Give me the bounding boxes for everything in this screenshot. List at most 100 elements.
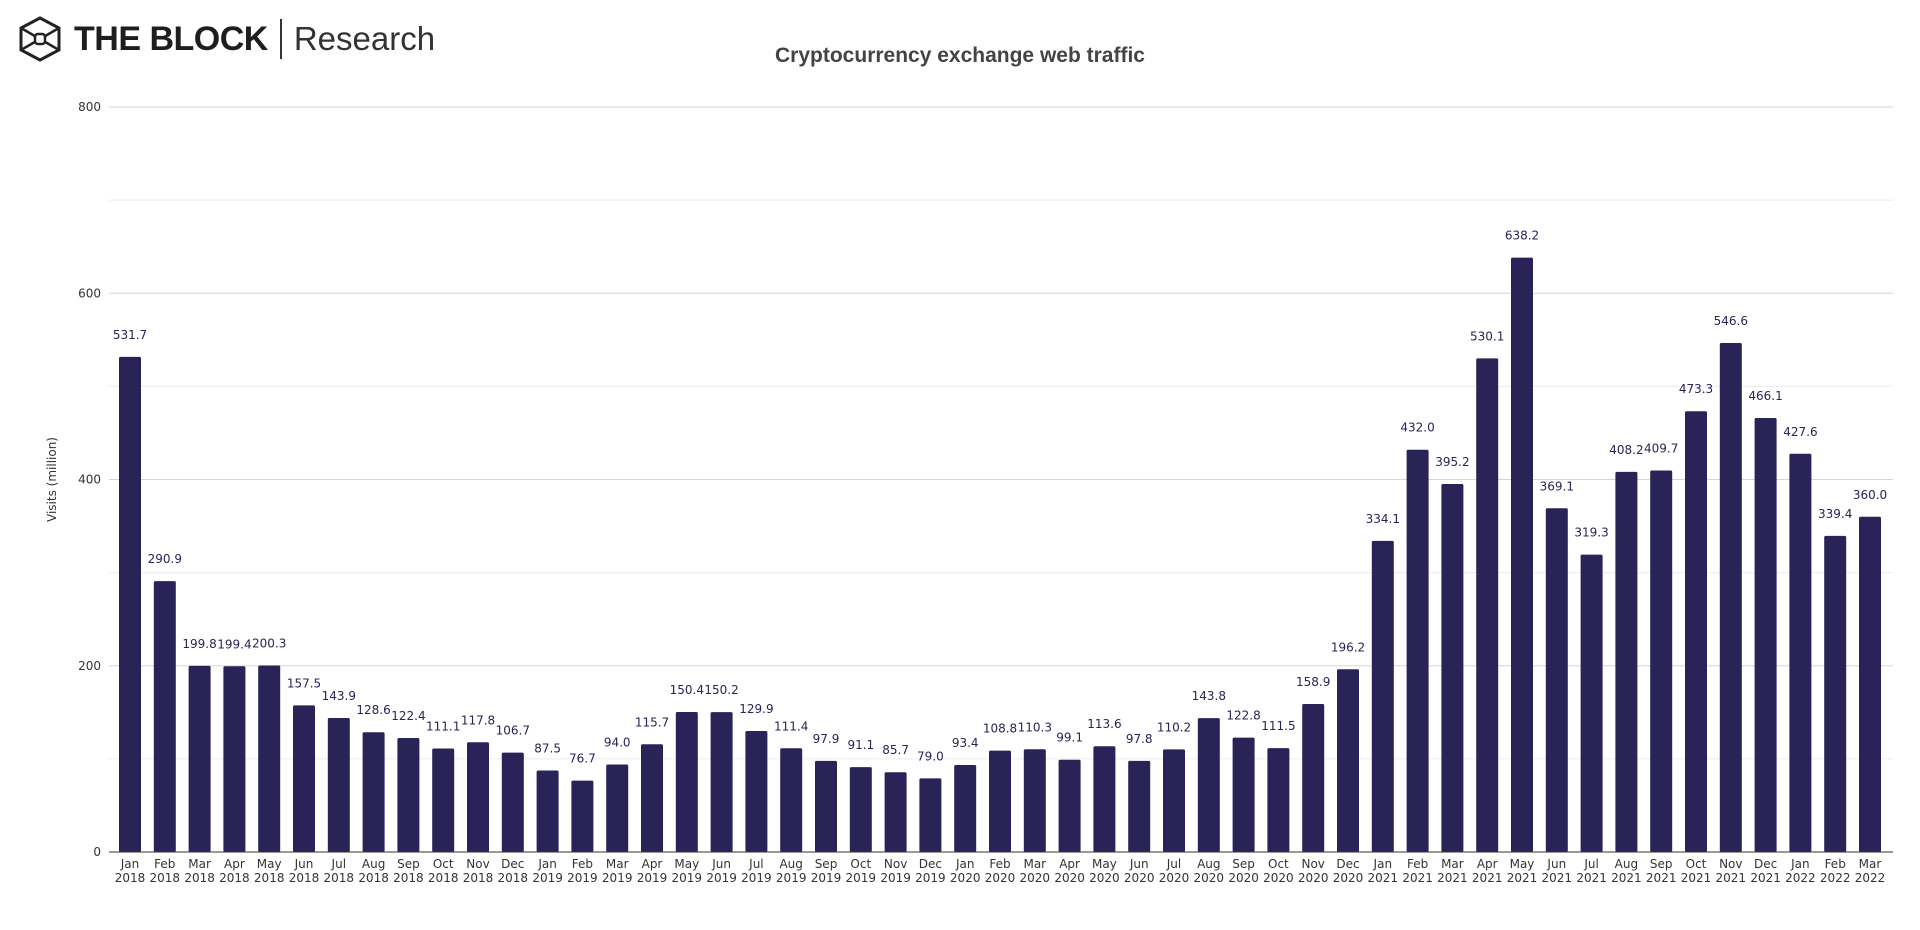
y-tick-label: 0 <box>93 845 101 859</box>
bar <box>1023 749 1046 852</box>
y-tick-label: 800 <box>78 100 101 114</box>
x-tick-label: Aug 2021 <box>1611 857 1642 885</box>
x-tick-label: Jan 2022 <box>1785 857 1816 885</box>
bar <box>571 780 594 852</box>
x-tick-label: Feb 2022 <box>1820 857 1851 885</box>
data-label: 319.3 <box>1574 526 1608 540</box>
data-label: 113.6 <box>1087 717 1121 731</box>
data-label: 87.5 <box>534 742 561 756</box>
bar <box>1371 540 1394 852</box>
data-label: 158.9 <box>1296 675 1330 689</box>
data-label: 111.4 <box>774 719 808 733</box>
x-tick-label: May 2021 <box>1507 857 1538 885</box>
bar <box>1650 470 1673 852</box>
bar <box>1754 417 1777 852</box>
bar <box>258 665 281 852</box>
data-label: 117.8 <box>461 713 495 727</box>
bar <box>397 738 420 852</box>
data-label: 432.0 <box>1400 421 1434 435</box>
data-label: 334.1 <box>1366 512 1400 526</box>
data-label: 408.2 <box>1609 443 1643 457</box>
data-label: 110.3 <box>1018 720 1052 734</box>
bar <box>1615 471 1638 852</box>
bar <box>501 752 524 852</box>
data-label: 290.9 <box>148 552 182 566</box>
data-label: 97.9 <box>813 732 840 746</box>
bar <box>1685 411 1707 852</box>
bar <box>1441 483 1464 852</box>
data-label: 638.2 <box>1505 229 1539 243</box>
x-tick-label: Dec 2021 <box>1750 857 1781 885</box>
data-label: 369.1 <box>1540 479 1574 493</box>
x-tick-label: Mar 2019 <box>602 857 633 885</box>
x-tick-label: Oct 2018 <box>428 857 459 885</box>
brand-name: THE BLOCK <box>74 19 268 58</box>
bar <box>815 760 837 852</box>
bar <box>1337 669 1359 852</box>
data-label: 143.9 <box>322 689 356 703</box>
bar <box>849 767 872 852</box>
bar <box>710 712 733 852</box>
data-label: 199.8 <box>182 637 216 651</box>
x-tick-label: Jun 2018 <box>289 857 320 885</box>
bar <box>989 750 1011 852</box>
data-label: 466.1 <box>1748 389 1782 403</box>
x-tick-label: Sep 2020 <box>1228 857 1259 885</box>
x-tick-label: Jun 2021 <box>1542 857 1573 885</box>
x-tick-label: Feb 2021 <box>1402 857 1433 885</box>
bar <box>188 665 211 852</box>
bar <box>153 581 176 852</box>
x-tick-label: Sep 2018 <box>393 857 424 885</box>
chart-title: Cryptocurrency exchange web traffic <box>775 44 1145 67</box>
data-label: 106.7 <box>496 724 530 738</box>
data-label: 85.7 <box>882 743 909 757</box>
bar <box>119 356 141 852</box>
bar <box>1545 508 1568 852</box>
bar <box>1719 342 1742 852</box>
brand-divider <box>279 19 282 59</box>
x-tick-label: Nov 2021 <box>1716 857 1747 885</box>
y-axis-label: Visits (million) <box>45 437 59 522</box>
data-label: 150.2 <box>704 683 738 697</box>
x-tick-label: Aug 2018 <box>358 857 389 885</box>
x-tick-label: Mar 2022 <box>1855 857 1886 885</box>
bar <box>1406 449 1429 852</box>
x-tick-label: Jan 2019 <box>532 857 563 885</box>
data-label: 143.8 <box>1192 689 1226 703</box>
x-tick-label: Aug 2020 <box>1194 857 1225 885</box>
bar <box>1580 554 1603 852</box>
data-label: 128.6 <box>356 703 390 717</box>
x-tick-label: Mar 2020 <box>1020 857 1051 885</box>
bar <box>1859 516 1881 852</box>
x-tick-label: Oct 2021 <box>1681 857 1712 885</box>
bar <box>327 717 350 852</box>
x-tick-label: Jul 2020 <box>1159 857 1190 885</box>
data-label: 110.2 <box>1157 720 1191 734</box>
bar <box>1093 746 1116 852</box>
x-tick-label: Dec 2020 <box>1333 857 1364 885</box>
x-tick-label: Nov 2020 <box>1298 857 1329 885</box>
bar <box>954 765 977 852</box>
x-tick-label: Feb 2020 <box>985 857 1016 885</box>
brand-logo: THE BLOCK Research <box>18 14 435 64</box>
cube-hexagon-icon <box>19 16 61 62</box>
bar <box>432 748 455 852</box>
y-tick-label: 600 <box>78 286 101 300</box>
y-tick-label: 400 <box>78 473 101 487</box>
bar <box>1476 358 1499 852</box>
x-tick-label: May 2020 <box>1089 857 1120 885</box>
x-tick-label: Dec 2018 <box>498 857 529 885</box>
data-label: 530.1 <box>1470 329 1504 343</box>
data-label: 111.5 <box>1261 719 1295 733</box>
x-tick-label: Jan 2021 <box>1368 857 1399 885</box>
data-label: 196.2 <box>1331 640 1365 654</box>
bar <box>1232 737 1255 852</box>
x-tick-label: Jan 2020 <box>950 857 981 885</box>
bar <box>606 764 629 852</box>
x-tick-label: Dec 2019 <box>915 857 946 885</box>
y-tick-label: 200 <box>78 659 101 673</box>
bar <box>1267 748 1290 852</box>
bar <box>1197 718 1220 852</box>
bar <box>536 770 559 852</box>
